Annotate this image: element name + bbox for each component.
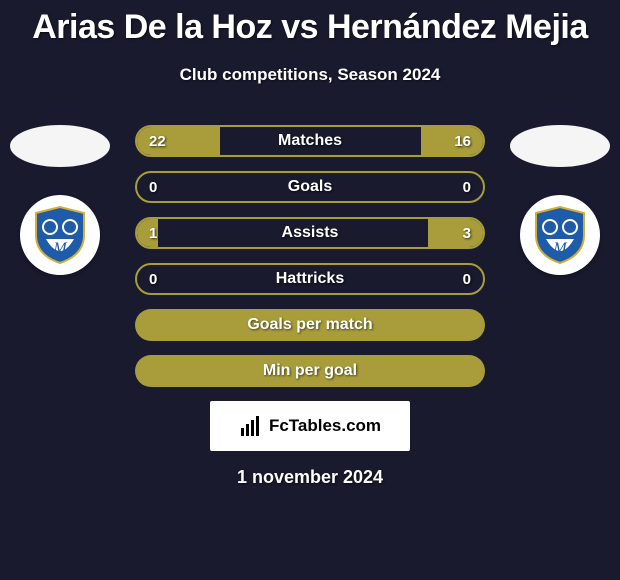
player-right-avatar [510,125,610,167]
watermark-icon [239,414,263,438]
stat-full-bar-min-per-goal: Min per goal [135,355,485,387]
club-badge-icon: M [26,201,94,269]
bar-label: Hattricks [137,270,483,288]
bar-label: Assists [137,224,483,242]
player-left-avatar [10,125,110,167]
stat-bar-assists: 13Assists [135,217,485,249]
stat-bar-goals: 00Goals [135,171,485,203]
comparison-content: M M 2216Matches 00Goals 13Assists 00Hattric… [0,125,620,488]
club-badge-letter: M [52,240,68,257]
watermark: FcTables.com [210,401,410,451]
club-badge-letter: M [552,240,568,257]
watermark-text: FcTables.com [269,416,381,436]
date: 1 november 2024 [0,467,620,488]
stat-full-bar-goals-per-match: Goals per match [135,309,485,341]
bar-label: Goals [137,178,483,196]
player-right-column: M [500,125,620,275]
player-right-club-badge: M [520,195,600,275]
stat-bar-hattricks: 00Hattricks [135,263,485,295]
subtitle: Club competitions, Season 2024 [0,65,620,85]
club-badge-icon: M [526,201,594,269]
player-left-club-badge: M [20,195,100,275]
player-left-column: M [0,125,120,275]
stat-bar-matches: 2216Matches [135,125,485,157]
bar-label: Matches [137,132,483,150]
page-title: Arias De la Hoz vs Hernández Mejia [0,0,620,47]
stat-bars: 2216Matches 00Goals 13Assists 00Hattricks Go… [135,125,485,387]
